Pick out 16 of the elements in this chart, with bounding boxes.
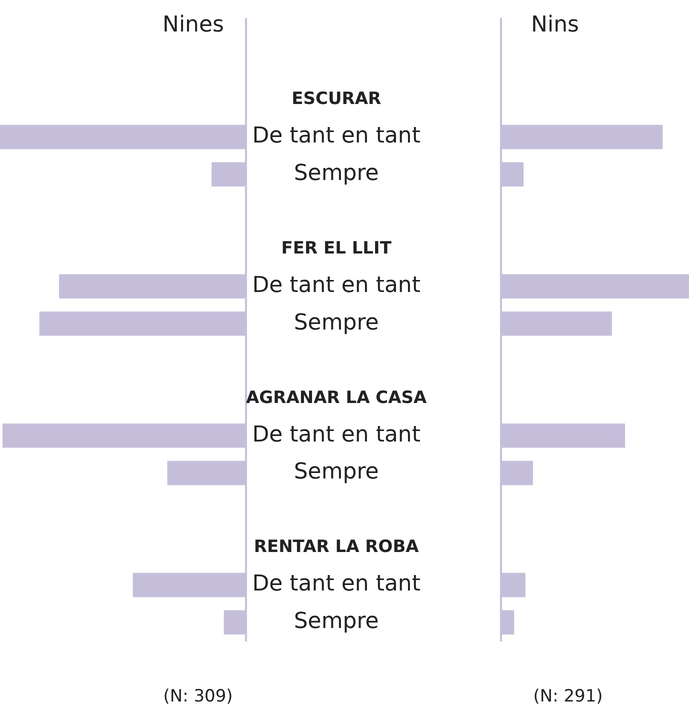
y-tick-label: RENTAR LA ROBA (254, 537, 420, 558)
text: (N: 291) (533, 686, 603, 706)
y-tick-label: Sempre (294, 460, 379, 485)
y-tick-label: Sempre (294, 161, 379, 186)
y-tick-label: AGRANAR LA CASA (246, 388, 428, 408)
chart-title: Nins (531, 12, 579, 38)
y-tick-label: ESCURAR (292, 89, 382, 110)
text: (N: 309) (163, 686, 233, 706)
y-tick-label: Sempre (294, 310, 379, 336)
y-tick-label: Sempre (294, 609, 379, 634)
y-tick-label: De tant en tant (252, 124, 421, 149)
y-tick-label: De tant en tant (252, 273, 421, 298)
chart-title: Nines (162, 12, 224, 38)
y-tick-label: De tant en tant (252, 572, 421, 597)
y-tick-label: FER EL LLIT (281, 238, 392, 258)
y-tick-label: De tant en tant (252, 422, 421, 448)
